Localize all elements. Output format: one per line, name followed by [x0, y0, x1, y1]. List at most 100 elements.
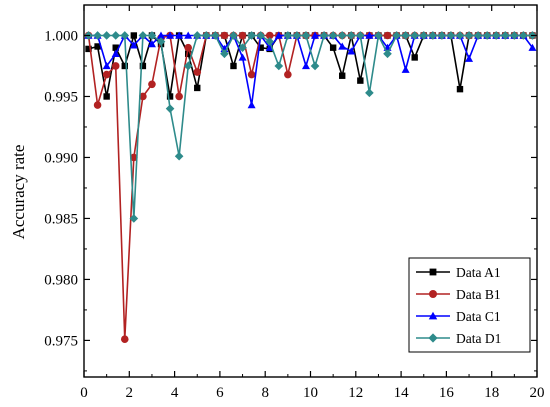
- x-tick-label: 4: [171, 385, 179, 401]
- data-point: [138, 31, 148, 40]
- series-layer: [84, 31, 537, 343]
- data-point: [383, 49, 392, 59]
- y-tick-label: 0.995: [44, 89, 78, 105]
- data-point: [473, 31, 483, 40]
- data-point: [274, 31, 283, 39]
- legend-marker: [428, 311, 438, 320]
- data-point: [319, 31, 329, 40]
- data-point: [428, 31, 438, 40]
- data-point: [175, 92, 183, 101]
- data-point: [265, 37, 275, 46]
- data-point: [256, 31, 265, 40]
- data-point: [383, 31, 392, 40]
- data-point: [220, 49, 229, 59]
- data-point: [102, 31, 111, 40]
- legend-entry: Data D1: [416, 331, 501, 346]
- x-tick-label: 10: [303, 385, 318, 401]
- x-tick-label: 2: [126, 385, 134, 401]
- data-point: [265, 31, 274, 40]
- data-point: [347, 47, 356, 55]
- data-point: [328, 31, 338, 40]
- series-line: [88, 34, 533, 220]
- data-point: [175, 31, 184, 39]
- data-point: [311, 31, 320, 39]
- data-point: [301, 31, 311, 40]
- x-tick-label: 14: [394, 385, 410, 401]
- data-point: [247, 101, 256, 109]
- legend-entry: Data B1: [416, 287, 501, 302]
- data-point: [112, 44, 119, 51]
- legend-label: Data D1: [456, 331, 501, 346]
- data-point: [94, 43, 101, 50]
- data-point: [192, 31, 202, 40]
- y-tick-label: 0.985: [44, 211, 78, 227]
- data-point: [165, 104, 175, 113]
- data-point: [111, 31, 121, 40]
- data-point: [247, 31, 256, 40]
- y-tick-label: 0.980: [44, 272, 78, 288]
- data-point: [238, 43, 247, 53]
- data-point: [337, 31, 347, 40]
- data-point: [401, 65, 410, 73]
- y-axis-title: Accuracy rate: [9, 145, 28, 240]
- legend-marker: [429, 268, 437, 276]
- legend: Data A1 Data B1 Data C1 Data D1: [408, 257, 531, 353]
- x-tick-label: 6: [216, 385, 224, 401]
- data-point: [211, 31, 220, 40]
- data-point: [120, 335, 129, 343]
- data-point: [247, 70, 256, 79]
- data-point: [456, 85, 464, 93]
- x-tick-label: 12: [348, 385, 363, 401]
- data-point: [238, 53, 247, 61]
- data-point: [356, 31, 365, 40]
- data-point: [129, 41, 138, 49]
- legend-label: Data B1: [456, 287, 501, 302]
- data-point: [238, 31, 247, 40]
- data-point: [519, 31, 528, 40]
- data-point: [193, 68, 202, 76]
- data-point: [310, 61, 320, 71]
- data-point: [346, 31, 356, 40]
- data-point: [156, 37, 166, 46]
- data-point: [230, 62, 237, 70]
- data-point: [93, 31, 102, 40]
- data-point: [365, 31, 374, 39]
- data-point: [139, 92, 147, 101]
- x-tick-label: 8: [261, 385, 269, 401]
- data-point: [491, 31, 501, 40]
- data-point: [419, 31, 429, 40]
- data-point: [183, 61, 193, 71]
- legend-entry: Data C1: [416, 309, 501, 324]
- data-point: [401, 31, 410, 40]
- data-point: [357, 77, 364, 84]
- data-point: [102, 61, 111, 70]
- data-point: [410, 31, 420, 40]
- data-point: [120, 31, 130, 40]
- data-point: [166, 93, 174, 100]
- data-point: [284, 70, 292, 79]
- data-point: [455, 31, 465, 40]
- data-point: [184, 50, 192, 57]
- data-point: [510, 31, 519, 40]
- data-point: [174, 151, 184, 161]
- data-point: [392, 31, 401, 40]
- data-point: [292, 31, 302, 40]
- data-point: [220, 31, 229, 40]
- data-point: [103, 93, 110, 100]
- data-point: [130, 32, 138, 39]
- data-point: [111, 49, 120, 57]
- data-point: [201, 31, 211, 40]
- data-point: [339, 72, 346, 79]
- series-data-d1: [84, 31, 537, 223]
- data-point: [130, 153, 138, 162]
- x-tick-label: 18: [484, 385, 499, 401]
- data-point: [147, 40, 156, 48]
- data-point: [500, 31, 510, 40]
- data-point: [301, 61, 310, 70]
- data-point: [85, 45, 92, 53]
- data-point: [121, 62, 128, 70]
- data-point: [446, 31, 456, 40]
- y-tick-label: 1.000: [44, 28, 78, 44]
- data-point: [102, 70, 111, 79]
